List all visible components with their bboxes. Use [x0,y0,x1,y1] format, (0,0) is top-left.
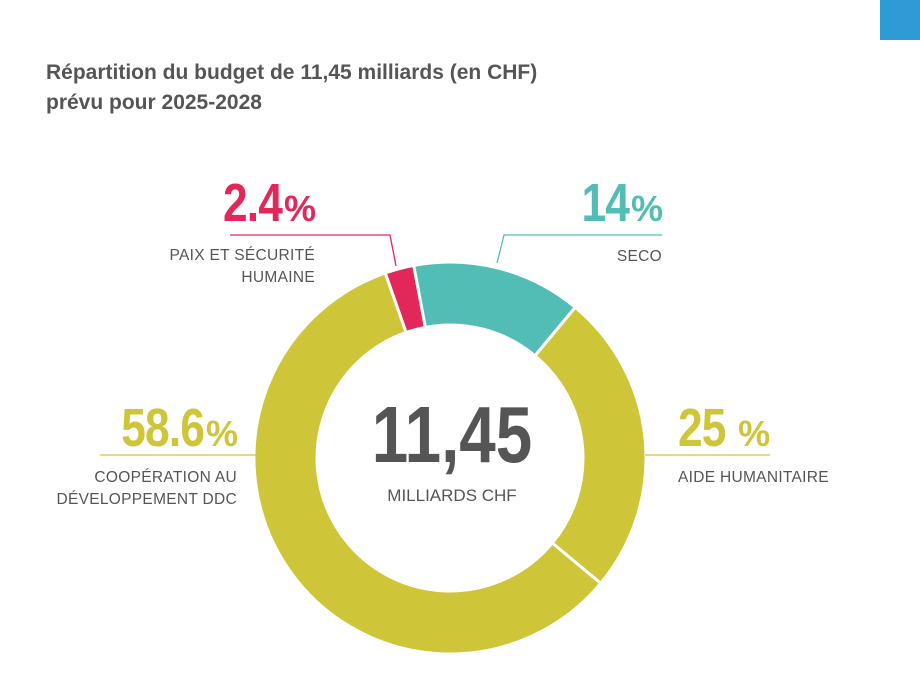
category-label: COOPÉRATION AU DÉVELOPPEMENT DDC [56,469,237,508]
chart-title: Répartition du budget de 11,45 milliards… [46,58,537,118]
title-line: prévu pour 2025-2028 [46,91,262,114]
value-number: 2.4 [222,173,283,233]
center-label: MILLIARDS CHF [387,486,516,505]
value-unit: % [205,413,238,454]
center-value: 11,45 [372,390,533,480]
title-line: Répartition du budget de 11,45 milliards… [46,61,538,84]
value-number: 58.6 [121,398,205,458]
leader-line [496,234,662,264]
leader-lines [100,234,770,456]
donut-segment [252,271,603,656]
value-number: 14 [581,173,629,233]
corner-badge [880,0,920,40]
category-label: AIDE HUMANITAIRE [678,469,829,486]
category-label: SECO [616,248,662,265]
value-label: 14% [571,173,663,233]
value-number: 25 [678,398,726,458]
leader-line [230,234,397,267]
value-unit: % [738,413,770,454]
value-label: 2.4% [210,173,316,233]
value-unit: % [630,188,663,229]
donut-segment [532,305,648,586]
value-unit: % [283,188,316,229]
value-label: 25% [678,398,770,458]
value-label: 58.6% [103,398,238,458]
category-label: PAIX ET SÉCURITÉ HUMAINE [169,247,315,286]
